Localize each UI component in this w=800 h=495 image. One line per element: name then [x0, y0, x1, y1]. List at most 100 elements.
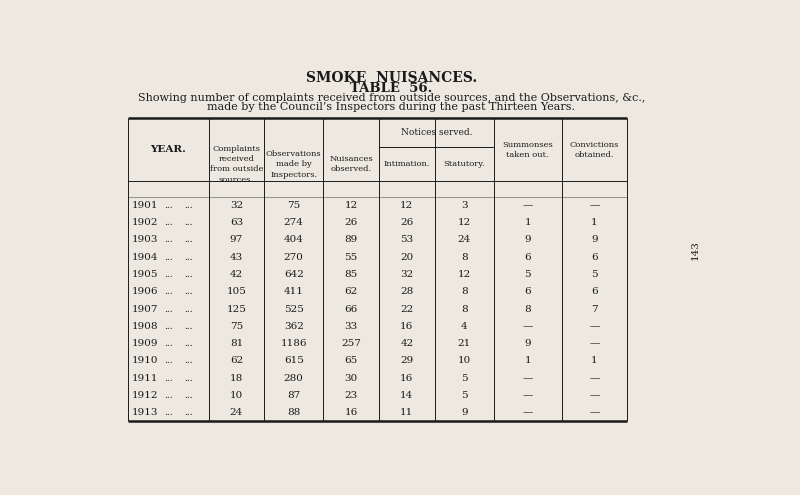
Text: ...: ...	[184, 287, 192, 296]
Text: —: —	[590, 374, 600, 383]
Text: 8: 8	[461, 304, 467, 313]
Text: 30: 30	[345, 374, 358, 383]
Text: 1: 1	[591, 218, 598, 227]
Text: 1: 1	[591, 356, 598, 365]
Text: —: —	[590, 201, 600, 210]
Text: 1: 1	[525, 356, 531, 365]
Text: 81: 81	[230, 339, 243, 348]
Text: 5: 5	[461, 374, 467, 383]
Text: ...: ...	[184, 408, 192, 417]
Text: 1906: 1906	[132, 287, 158, 296]
Text: 5: 5	[461, 391, 467, 400]
Text: 1909: 1909	[132, 339, 158, 348]
Text: 20: 20	[400, 252, 414, 262]
Text: YEAR.: YEAR.	[150, 146, 186, 154]
Text: 1905: 1905	[132, 270, 158, 279]
Text: 105: 105	[226, 287, 246, 296]
Text: 12: 12	[458, 270, 471, 279]
Text: Observations
made by
Inspectors.: Observations made by Inspectors.	[266, 150, 322, 179]
Text: ...: ...	[164, 235, 173, 245]
Text: made by the Council’s Inspectors during the past Thirteen Years.: made by the Council’s Inspectors during …	[207, 102, 575, 112]
Text: 1: 1	[525, 218, 531, 227]
Text: Notices served.: Notices served.	[401, 128, 472, 137]
Text: 42: 42	[400, 339, 414, 348]
Text: —: —	[522, 408, 533, 417]
Text: ...: ...	[164, 322, 173, 331]
Text: ...: ...	[164, 270, 173, 279]
Text: 1904: 1904	[132, 252, 158, 262]
Text: Convictions
obtained.: Convictions obtained.	[570, 141, 619, 159]
Text: ...: ...	[184, 270, 192, 279]
Text: ...: ...	[164, 408, 173, 417]
Text: —: —	[522, 322, 533, 331]
Text: 257: 257	[341, 339, 361, 348]
Text: 274: 274	[284, 218, 304, 227]
Text: 1186: 1186	[281, 339, 307, 348]
Text: 14: 14	[400, 391, 414, 400]
Text: ...: ...	[164, 201, 173, 210]
Text: 9: 9	[525, 339, 531, 348]
Text: 1907: 1907	[132, 304, 158, 313]
Text: 280: 280	[284, 374, 304, 383]
Text: 8: 8	[461, 287, 467, 296]
Text: Statutory.: Statutory.	[443, 160, 485, 168]
Text: 21: 21	[458, 339, 471, 348]
Text: 4: 4	[461, 322, 467, 331]
Text: 5: 5	[525, 270, 531, 279]
Text: 1902: 1902	[132, 218, 158, 227]
Text: 1908: 1908	[132, 322, 158, 331]
Text: 43: 43	[230, 252, 243, 262]
Text: 9: 9	[591, 235, 598, 245]
Text: 75: 75	[230, 322, 243, 331]
Text: —: —	[590, 391, 600, 400]
Text: 8: 8	[461, 252, 467, 262]
Text: 12: 12	[345, 201, 358, 210]
Text: 11: 11	[400, 408, 414, 417]
Text: 6: 6	[525, 252, 531, 262]
Text: 1910: 1910	[132, 356, 158, 365]
Text: 143: 143	[690, 240, 700, 260]
Text: ...: ...	[164, 252, 173, 262]
Text: 10: 10	[230, 391, 243, 400]
Text: —: —	[590, 339, 600, 348]
Text: 16: 16	[400, 374, 414, 383]
Text: 26: 26	[345, 218, 358, 227]
Text: ...: ...	[184, 356, 192, 365]
Text: 6: 6	[591, 287, 598, 296]
Text: Summonses
taken out.: Summonses taken out.	[502, 141, 553, 159]
Text: 62: 62	[230, 356, 243, 365]
Text: 6: 6	[525, 287, 531, 296]
Text: —: —	[522, 201, 533, 210]
Text: ...: ...	[184, 374, 192, 383]
Text: 5: 5	[591, 270, 598, 279]
Text: ...: ...	[184, 391, 192, 400]
Text: 404: 404	[284, 235, 304, 245]
Text: 6: 6	[591, 252, 598, 262]
Text: 87: 87	[287, 391, 300, 400]
Text: 411: 411	[284, 287, 304, 296]
Text: Intimation.: Intimation.	[384, 160, 430, 168]
Text: 1913: 1913	[132, 408, 158, 417]
Text: ...: ...	[184, 339, 192, 348]
Text: 88: 88	[287, 408, 300, 417]
Text: ...: ...	[184, 322, 192, 331]
Text: 32: 32	[400, 270, 414, 279]
Text: 642: 642	[284, 270, 304, 279]
Text: 42: 42	[230, 270, 243, 279]
Text: —: —	[590, 322, 600, 331]
Text: 18: 18	[230, 374, 243, 383]
Text: SMOKE  NUISANCES.: SMOKE NUISANCES.	[306, 71, 477, 85]
Text: 33: 33	[345, 322, 358, 331]
Text: —: —	[590, 408, 600, 417]
Text: 29: 29	[400, 356, 414, 365]
Text: 8: 8	[525, 304, 531, 313]
Text: 28: 28	[400, 287, 414, 296]
Text: Complaints
received
from outside
sources.: Complaints received from outside sources…	[210, 145, 263, 184]
Text: 615: 615	[284, 356, 304, 365]
Text: 24: 24	[458, 235, 471, 245]
Text: ...: ...	[164, 391, 173, 400]
Text: ...: ...	[184, 304, 192, 313]
Text: ...: ...	[164, 218, 173, 227]
Text: 1903: 1903	[132, 235, 158, 245]
Text: ...: ...	[164, 339, 173, 348]
